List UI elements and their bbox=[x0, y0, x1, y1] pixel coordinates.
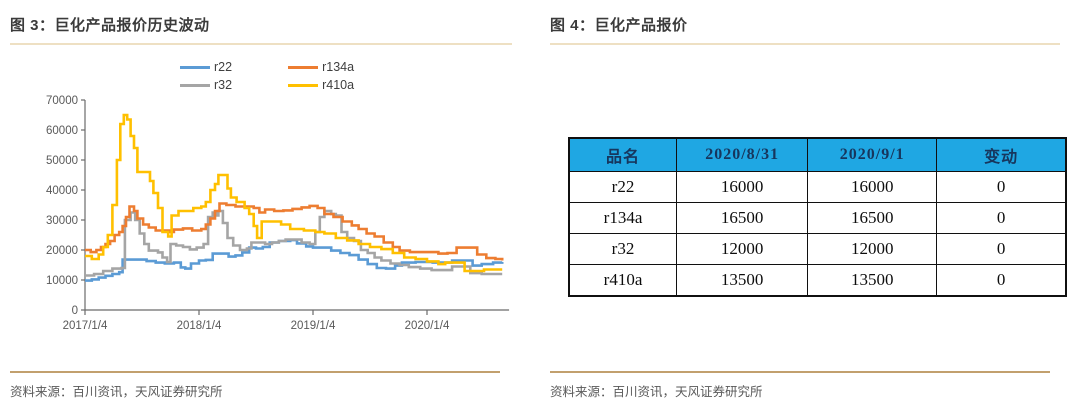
table-cell: 16500 bbox=[676, 202, 809, 234]
table-cell: r134a bbox=[568, 202, 678, 234]
legend-item-r32: r32 bbox=[180, 78, 232, 92]
chart-legend: r22 r134a r32 r410a bbox=[180, 60, 354, 92]
price-history-plot: 0 10000 20000 30000 40000 50000 60000 70000 2017… bbox=[46, 95, 510, 332]
legend-item-r22: r22 bbox=[180, 60, 232, 74]
figure4-source-divider bbox=[550, 371, 1050, 373]
legend-line-swatch-r32 bbox=[180, 83, 210, 87]
table-header-cell: 2020/8/31 bbox=[676, 137, 809, 172]
table-row: r22 16000 16000 0 bbox=[568, 171, 1067, 203]
y-axis-tick-label: 30000 bbox=[46, 215, 78, 227]
price-history-chart: r22 r134a r32 r410a 0 10000 20000 30000 40000 50… bbox=[10, 48, 512, 348]
table-cell: 12000 bbox=[676, 233, 809, 265]
figure4-source: 资料来源：百川资讯，天风证券研究所 bbox=[550, 385, 763, 399]
figure4-source-block: 资料来源：百川资讯，天风证券研究所 bbox=[550, 371, 1050, 400]
legend-label-r134a: r134a bbox=[322, 60, 355, 74]
legend-item-r134a: r134a bbox=[288, 60, 354, 74]
table-cell: 12000 bbox=[807, 233, 938, 265]
table-cell: 13500 bbox=[807, 264, 938, 297]
figure4-title: 图 4：巨化产品报价 bbox=[550, 17, 688, 34]
price-table-body: r22 16000 16000 0 r134a 16500 16500 0 r32 12000 12… bbox=[568, 171, 1067, 297]
table-cell: 16500 bbox=[807, 202, 938, 234]
legend-label-r22: r22 bbox=[214, 60, 233, 74]
table-cell: 0 bbox=[936, 171, 1067, 203]
table-header-cell: 2020/9/1 bbox=[807, 137, 938, 172]
table-header-row: 品名 2020/8/31 2020/9/1 变动 bbox=[568, 137, 1067, 172]
table-cell: 13500 bbox=[676, 264, 809, 297]
y-axis-tick-label: 10000 bbox=[46, 275, 78, 287]
y-axis-tick-label: 60000 bbox=[46, 125, 78, 137]
table-cell: r410a bbox=[568, 264, 678, 297]
figure4-title-divider bbox=[550, 43, 1060, 45]
y-axis-tick-label: 40000 bbox=[46, 185, 78, 197]
legend-label-r410a: r410a bbox=[322, 78, 355, 92]
series-line-r22 bbox=[85, 238, 504, 282]
figure3-source-block: 资料来源：百川资讯，天风证券研究所 bbox=[10, 371, 500, 400]
legend-label-r32: r32 bbox=[214, 78, 233, 92]
figure3-source: 资料来源：百川资讯，天风证券研究所 bbox=[10, 385, 223, 399]
figure3-title: 图 3：巨化产品报价历史波动 bbox=[10, 17, 210, 34]
x-axis-tick-label: 2019/1/4 bbox=[291, 320, 336, 332]
table-header-cell: 品名 bbox=[568, 137, 678, 172]
series-line-r134a bbox=[85, 202, 504, 261]
table-header-cell: 变动 bbox=[936, 137, 1067, 172]
legend-line-swatch-r410a bbox=[288, 83, 319, 87]
legend-line-swatch-r22 bbox=[180, 65, 210, 69]
x-axis-tick-label: 2017/1/4 bbox=[63, 320, 108, 332]
table-cell: 16000 bbox=[676, 171, 809, 203]
table-row: r32 12000 12000 0 bbox=[568, 233, 1067, 265]
figure3-panel: 图 3：巨化产品报价历史波动 r22 r134a r32 r410a 0 10000 20… bbox=[10, 8, 512, 400]
figure4-panel: 图 4：巨化产品报价 品名 2020/8/31 2020/9/1 变动 r22 1600… bbox=[550, 8, 1067, 400]
figure3-source-divider bbox=[10, 371, 500, 373]
table-row: r134a 16500 16500 0 bbox=[568, 202, 1067, 234]
series-line-r410a bbox=[85, 113, 503, 273]
y-axis-tick-label: 50000 bbox=[46, 155, 78, 167]
x-axis-tick-label: 2020/1/4 bbox=[405, 320, 450, 332]
table-cell: r22 bbox=[568, 171, 678, 203]
y-axis-tick-label: 20000 bbox=[46, 245, 78, 257]
legend-item-r410a: r410a bbox=[288, 78, 354, 92]
series-line-r32 bbox=[85, 209, 503, 277]
table-cell: 16000 bbox=[807, 171, 938, 203]
table-cell: r32 bbox=[568, 233, 678, 265]
table-cell: 0 bbox=[936, 264, 1067, 297]
price-table-wrap: 品名 2020/8/31 2020/9/1 变动 r22 16000 16000 0 r134… bbox=[568, 137, 1068, 297]
table-row: r410a 13500 13500 0 bbox=[568, 264, 1067, 297]
x-axis-tick-label: 2018/1/4 bbox=[177, 320, 222, 332]
price-table: 品名 2020/8/31 2020/9/1 变动 r22 16000 16000 0 r134… bbox=[568, 137, 1067, 297]
figure3-title-divider bbox=[10, 43, 512, 45]
price-table-head: 品名 2020/8/31 2020/9/1 变动 bbox=[568, 137, 1067, 172]
legend-line-swatch-r134a bbox=[288, 65, 319, 69]
table-cell: 0 bbox=[936, 202, 1067, 234]
y-axis-tick-label: 70000 bbox=[46, 95, 78, 107]
y-axis-tick-label: 0 bbox=[72, 305, 78, 317]
table-cell: 0 bbox=[936, 233, 1067, 265]
